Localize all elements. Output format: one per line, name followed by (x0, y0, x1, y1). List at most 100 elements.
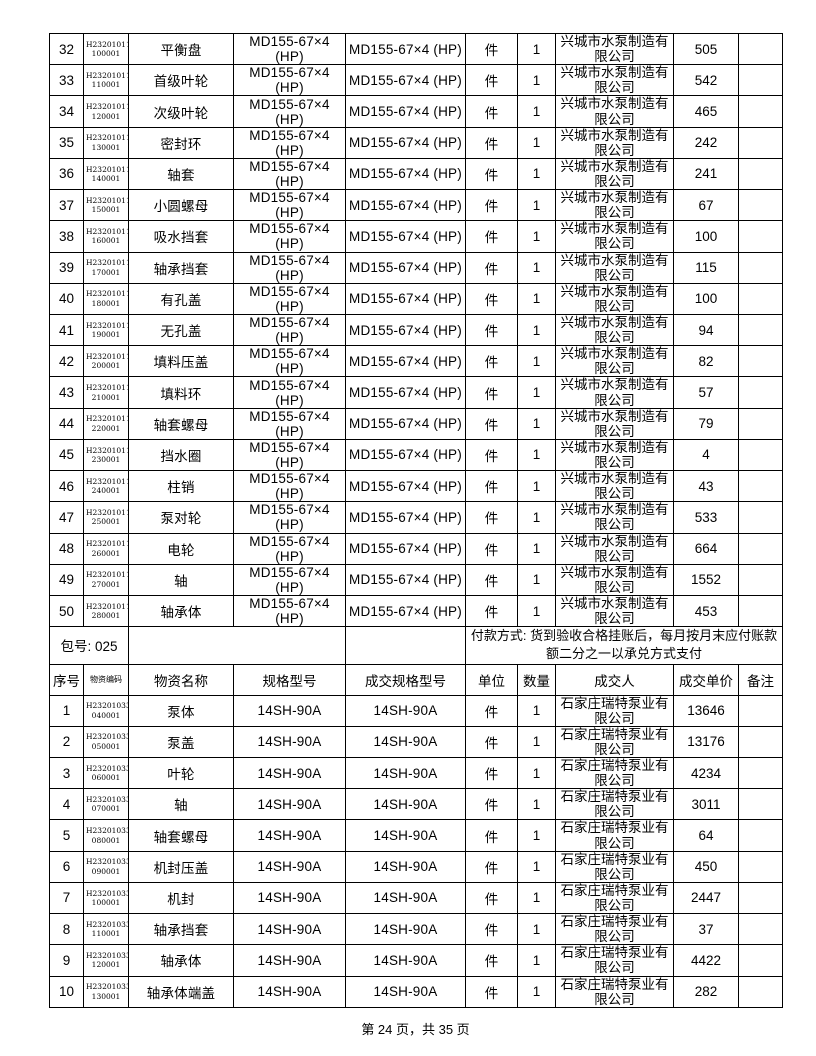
cell-unit: 件 (465, 788, 518, 821)
cell-price: 13176 (673, 725, 739, 758)
table-row: 45H232010110230001挡水圈MD155-67×4 (HP)MD15… (49, 438, 783, 472)
cell-name: 轴承体 (128, 594, 234, 628)
cell-seq: 8 (49, 913, 84, 946)
cell-code: H232010110240001 (83, 470, 129, 503)
cell-unit: 件 (465, 975, 518, 1008)
table-row: 6H232010330090001机封压盖14SH-90A14SH-90A件1石… (49, 850, 784, 883)
cell-qty: 1 (517, 126, 556, 159)
cell-remark (738, 189, 783, 222)
cell-unit: 件 (465, 501, 518, 534)
cell-deal-spec: 14SH-90A (345, 788, 466, 821)
cell-seq: 47 (49, 501, 84, 534)
cell-code: H232010110200001 (83, 345, 129, 378)
cell-unit: 件 (465, 819, 518, 852)
cell-name: 吸水挡套 (128, 220, 234, 253)
cell-remark (737, 756, 784, 790)
cell-spec: MD155-67×4 (HP) (233, 532, 346, 565)
supplier-name: 石家庄瑞特泵业有限公司 (560, 945, 669, 976)
parts-table-md155: 32H232010110100001平衡盘MD155-67×4 (HP)MD15… (49, 32, 783, 628)
cell-code: H232010110220001 (83, 407, 129, 440)
cell-name: 电轮 (128, 532, 234, 565)
cell-spec: MD155-67×4 (HP) (233, 189, 346, 222)
col-header-remark: 备注 (737, 663, 784, 696)
cell-price: 465 (673, 95, 739, 128)
table-row: 36H232010110140001轴套MD155-67×4 (HP)MD155… (49, 157, 783, 191)
cell-remark (737, 975, 784, 1008)
cell-remark (737, 819, 784, 852)
col-header-deal-spec: 成交规格型号 (345, 663, 466, 696)
procurement-result-table: 32H232010110100001平衡盘MD155-67×4 (HP)MD15… (49, 32, 784, 1038)
cell-unit: 件 (465, 944, 518, 977)
cell-supplier: 兴城市水泵制造有限公司 (555, 438, 674, 472)
cell-spec: MD155-67×4 (HP) (233, 313, 346, 347)
col-header-price: 成交单价 (673, 663, 739, 696)
cell-supplier: 兴城市水泵制造有限公司 (555, 251, 674, 284)
cell-spec: 14SH-90A (233, 850, 346, 883)
supplier-name: 石家庄瑞特泵业有限公司 (560, 789, 669, 820)
cell-supplier: 兴城市水泵制造有限公司 (555, 220, 674, 253)
cell-supplier: 石家庄瑞特泵业有限公司 (555, 850, 674, 883)
cell-supplier: 石家庄瑞特泵业有限公司 (555, 913, 674, 946)
cell-seq: 40 (49, 282, 84, 315)
cell-price: 453 (673, 594, 739, 628)
table-row: 1H232010330040001泵体14SH-90A14SH-90A件1石家庄… (49, 694, 784, 727)
supplier-name: 兴城市水泵制造有限公司 (560, 221, 669, 252)
supplier-name: 石家庄瑞特泵业有限公司 (560, 914, 669, 945)
cell-supplier: 兴城市水泵制造有限公司 (555, 345, 674, 378)
cell-deal-spec: MD155-67×4 (HP) (345, 376, 466, 409)
cell-remark (738, 407, 783, 440)
cell-code: H232010330110001 (83, 913, 129, 946)
package-empty-cell-2 (345, 626, 466, 665)
supplier-name: 兴城市水泵制造有限公司 (560, 377, 669, 408)
cell-spec: MD155-67×4 (HP) (233, 345, 346, 378)
cell-seq: 35 (49, 126, 84, 159)
cell-spec: MD155-67×4 (HP) (233, 126, 346, 159)
cell-spec: 14SH-90A (233, 819, 346, 852)
cell-seq: 2 (49, 725, 84, 758)
cell-seq: 5 (49, 819, 84, 852)
cell-spec: MD155-67×4 (HP) (233, 157, 346, 191)
cell-unit: 件 (465, 725, 518, 758)
cell-price: 82 (673, 345, 739, 378)
col-header-dealer: 成交人 (555, 663, 674, 696)
cell-deal-spec: MD155-67×4 (HP) (345, 563, 466, 596)
cell-unit: 件 (465, 756, 518, 790)
package-number-cell: 包号: 025 (49, 626, 129, 665)
cell-seq: 48 (49, 532, 84, 565)
cell-code: H232010110250001 (83, 501, 129, 534)
cell-price: 1552 (673, 563, 739, 596)
cell-code: H232010110270001 (83, 563, 129, 596)
cell-code: H232010330050001 (83, 725, 129, 758)
cell-name: 泵盖 (128, 725, 234, 758)
table-row: 7H232010330100001机封14SH-90A14SH-90A件1石家庄… (49, 881, 784, 915)
col-header-name: 物资名称 (128, 663, 234, 696)
cell-unit: 件 (465, 470, 518, 503)
payment-terms-cell: 付款方式: 货到验收合格挂账后，每月按月末应付账款额二分之一以承兑方式支付 (464, 626, 784, 665)
table-row: 43H232010110210001填料环MD155-67×4 (HP)MD15… (49, 376, 783, 409)
supplier-name: 兴城市水泵制造有限公司 (560, 595, 669, 627)
supplier-name: 石家庄瑞特泵业有限公司 (560, 820, 669, 851)
cell-remark (737, 913, 784, 946)
col-header-unit: 单位 (465, 663, 518, 696)
cell-remark (738, 438, 783, 472)
cell-code: H232010110180001 (83, 282, 129, 315)
cell-remark (738, 126, 783, 159)
cell-name: 轴承体 (128, 944, 234, 977)
cell-seq: 10 (49, 975, 84, 1008)
cell-deal-spec: MD155-67×4 (HP) (345, 438, 466, 472)
cell-unit: 件 (465, 282, 518, 315)
cell-unit: 件 (465, 126, 518, 159)
cell-spec: 14SH-90A (233, 975, 346, 1008)
cell-qty: 1 (517, 881, 556, 915)
cell-price: 542 (673, 64, 739, 97)
cell-supplier: 兴城市水泵制造有限公司 (555, 470, 674, 503)
cell-seq: 33 (49, 64, 84, 97)
supplier-name: 兴城市水泵制造有限公司 (560, 190, 669, 221)
table-row: 46H232010110240001柱销MD155-67×4 (HP)MD155… (49, 470, 783, 503)
cell-deal-spec: MD155-67×4 (HP) (345, 95, 466, 128)
supplier-name: 兴城市水泵制造有限公司 (560, 283, 669, 314)
cell-supplier: 兴城市水泵制造有限公司 (555, 189, 674, 222)
cell-spec: MD155-67×4 (HP) (233, 438, 346, 472)
cell-name: 泵体 (128, 694, 234, 727)
